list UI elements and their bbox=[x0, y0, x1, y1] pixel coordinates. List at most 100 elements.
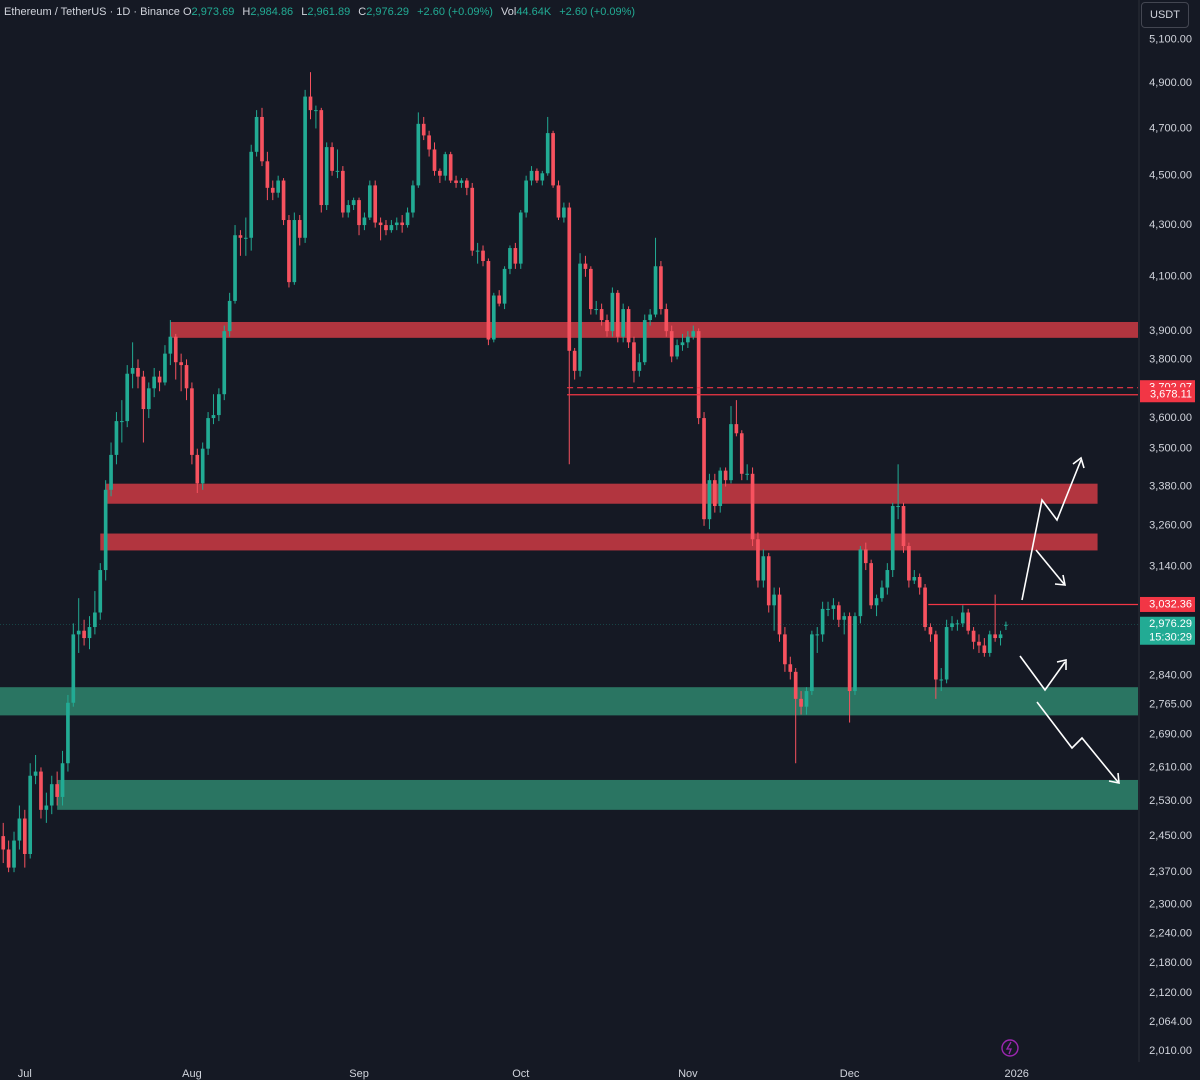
candle-body bbox=[233, 235, 237, 301]
candle-body bbox=[421, 123, 426, 136]
candle-body bbox=[853, 616, 857, 692]
ohlc-value: 2,961.89 bbox=[307, 6, 351, 18]
candle-body bbox=[448, 154, 453, 181]
candle-body bbox=[44, 805, 49, 810]
candle-body bbox=[470, 187, 475, 251]
candle-body bbox=[491, 295, 496, 340]
candle-body bbox=[772, 594, 776, 606]
candle-body bbox=[330, 147, 334, 171]
arrow bbox=[1035, 549, 1065, 585]
candle-body bbox=[535, 170, 539, 181]
candle-body bbox=[265, 161, 270, 188]
candle-body bbox=[82, 630, 86, 639]
candle-body bbox=[103, 489, 108, 571]
countdown: 15:30:29 bbox=[1149, 632, 1192, 644]
y-tick-label: 2,300.00 bbox=[1149, 899, 1192, 911]
candle-body bbox=[739, 433, 744, 474]
candle-body bbox=[664, 309, 669, 332]
candle-body bbox=[626, 309, 631, 343]
candle-body bbox=[211, 415, 216, 419]
y-tick-label: 3,600.00 bbox=[1149, 412, 1192, 424]
candle-body bbox=[648, 314, 652, 321]
candle-body bbox=[896, 506, 900, 508]
y-tick-label: 2,370.00 bbox=[1149, 866, 1192, 878]
candle-body bbox=[863, 549, 868, 564]
candle-body bbox=[766, 556, 771, 606]
candle-body bbox=[254, 116, 259, 152]
arrow bbox=[1019, 655, 1066, 692]
candle-body bbox=[653, 266, 658, 315]
candle-body bbox=[119, 421, 124, 423]
candle-body bbox=[858, 549, 863, 617]
y-tick-label: 2,450.00 bbox=[1149, 830, 1192, 842]
candle-body bbox=[362, 217, 367, 226]
candle-body bbox=[734, 424, 739, 434]
candle-body bbox=[6, 849, 11, 868]
candle-body bbox=[459, 180, 464, 183]
candle-body bbox=[874, 598, 879, 606]
candle-body bbox=[718, 470, 723, 507]
candle-body bbox=[987, 634, 992, 653]
candle-body bbox=[745, 473, 749, 475]
last-price-box bbox=[1140, 616, 1195, 645]
arrowhead bbox=[1108, 772, 1120, 784]
y-tick-label: 3,140.00 bbox=[1149, 560, 1192, 572]
candle-body bbox=[950, 623, 954, 628]
symbol[interactable]: Ethereum / TetherUS · 1D · Binance bbox=[4, 6, 180, 18]
candle-body bbox=[270, 187, 275, 193]
candle-body bbox=[675, 345, 679, 357]
candle-body bbox=[723, 470, 728, 481]
zone bbox=[100, 533, 1098, 551]
candle-body bbox=[217, 394, 221, 416]
candle-body bbox=[163, 353, 167, 383]
candle-body bbox=[842, 616, 847, 620]
candle-body bbox=[750, 473, 755, 540]
candle-body bbox=[260, 116, 264, 162]
candle-body bbox=[788, 664, 793, 672]
x-tick-label: Nov bbox=[678, 1068, 698, 1080]
alert-icon[interactable] bbox=[1001, 1039, 1019, 1057]
candle-body bbox=[357, 200, 361, 226]
candle-body bbox=[411, 185, 415, 213]
candle-body bbox=[432, 149, 437, 171]
y-tick-label: 2,010.00 bbox=[1149, 1045, 1192, 1057]
y-tick-label: 2,180.00 bbox=[1149, 957, 1192, 969]
candle-body bbox=[76, 630, 81, 635]
x-tick-label: Sep bbox=[349, 1068, 369, 1080]
candle-body bbox=[508, 248, 512, 269]
y-tick-label: 3,900.00 bbox=[1149, 325, 1192, 337]
candle-body bbox=[49, 784, 54, 806]
candle-body bbox=[238, 235, 243, 238]
candle-body bbox=[599, 309, 604, 321]
y-tick-label: 3,800.00 bbox=[1149, 353, 1192, 365]
candle-body bbox=[993, 634, 997, 639]
candle-body bbox=[12, 840, 16, 868]
candle-body bbox=[481, 250, 485, 262]
candle-body bbox=[756, 539, 760, 581]
candle-body bbox=[567, 207, 572, 351]
candle-body bbox=[712, 480, 717, 507]
candle-body bbox=[642, 320, 647, 363]
currency-button[interactable]: USDT bbox=[1141, 2, 1189, 28]
alert-icon-bolt bbox=[1005, 1041, 1012, 1055]
candle-body bbox=[513, 248, 518, 264]
candle-body bbox=[793, 671, 798, 699]
candle-body bbox=[1004, 624, 1008, 626]
candle-body bbox=[190, 388, 194, 455]
candle-body bbox=[610, 292, 615, 332]
candle-body bbox=[141, 376, 146, 410]
candle-body bbox=[281, 180, 286, 221]
candle-body bbox=[114, 421, 119, 455]
candle-body bbox=[696, 331, 701, 419]
last-price-label: 2,976.29 bbox=[1149, 618, 1192, 630]
candle-body bbox=[588, 268, 593, 310]
candle-body bbox=[55, 784, 59, 797]
candle-body bbox=[389, 225, 394, 231]
candle-body bbox=[783, 634, 787, 665]
candle-body bbox=[686, 336, 690, 343]
candle-body bbox=[836, 605, 841, 620]
candle-body bbox=[885, 570, 890, 588]
